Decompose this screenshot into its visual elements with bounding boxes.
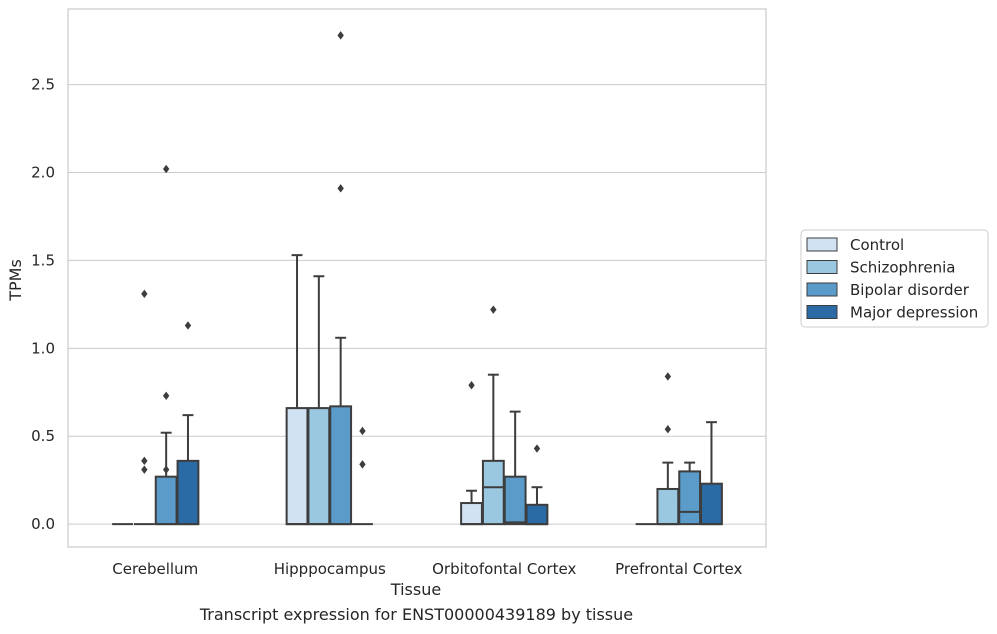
y-axis-label: TPMs [6, 259, 25, 302]
box-body [678, 470, 702, 526]
box-body [307, 407, 331, 526]
box-bipolar-disorder [503, 410, 527, 526]
x-axis-label: Tissue [390, 580, 441, 599]
outlier-point [359, 460, 366, 469]
legend: Control Schizophrenia Bipolar disorder Majo… [800, 229, 989, 328]
x-tick-label: Prefrontal Cortex [615, 560, 742, 578]
box-major-depression [700, 421, 723, 526]
box-series [112, 31, 723, 526]
outlier-point [162, 465, 170, 474]
outlier-point [664, 425, 672, 434]
y-tick-label: 2.0 [31, 164, 55, 182]
box-body [700, 482, 723, 526]
legend-label: Schizophrenia [850, 259, 955, 277]
y-axis-ticks: 0.0 0.5 1.0 1.5 2.0 2.5 [31, 76, 55, 534]
box-bipolar-disorder [154, 164, 178, 526]
legend-label: Major depression [850, 304, 978, 322]
outlier-point [664, 372, 672, 381]
box-control [285, 254, 309, 526]
plot-border [67, 8, 767, 548]
y-tick-label: 0.0 [31, 515, 55, 533]
x-tick-label: Hipppocampus [274, 560, 386, 578]
outlier-point [359, 426, 366, 436]
outlier-point [162, 391, 170, 400]
legend-swatch [806, 305, 838, 319]
y-tick-label: 1.5 [31, 251, 55, 269]
outlier-point [141, 289, 148, 299]
outlier-point [184, 321, 192, 330]
box-schizophrenia [307, 275, 331, 526]
outlier-point [468, 381, 475, 390]
figure-caption: Transcript expression for ENST0000043918… [199, 605, 634, 624]
y-tick-label: 2.5 [31, 76, 55, 94]
outlier-point [141, 456, 148, 466]
outlier-point [337, 31, 344, 40]
box-control [460, 381, 483, 526]
legend-swatch [806, 237, 838, 252]
outlier-point [141, 465, 148, 474]
x-axis-ticks: Cerebellum Hipppocampus Orbitofontal Corte… [112, 560, 742, 578]
box-body [285, 407, 309, 526]
legend-label: Control [850, 236, 904, 254]
box-bipolar-disorder [678, 461, 702, 526]
box-major-depression [352, 426, 373, 526]
x-tick-label: Orbitofontal Cortex [432, 560, 576, 578]
box-body [656, 487, 680, 526]
legend-frame [800, 229, 989, 328]
box-body [329, 405, 353, 526]
plot-frame [67, 8, 767, 548]
outlier-point [533, 444, 541, 453]
outlier-point [162, 164, 170, 174]
box-schizophrenia [481, 305, 505, 526]
box-schizophrenia [656, 372, 680, 526]
y-tick-label: 0.5 [31, 427, 55, 445]
box-schizophrenia [133, 289, 155, 526]
legend-label: Bipolar disorder [850, 281, 970, 299]
outlier-point [490, 305, 497, 314]
box-bipolar-disorder [329, 31, 353, 526]
gridlines [68, 84, 766, 525]
box-body [460, 502, 483, 526]
box-body [176, 459, 200, 526]
box-major-depression [525, 444, 549, 526]
legend-swatch [806, 282, 838, 297]
box-body [525, 503, 549, 526]
outlier-point [337, 184, 344, 193]
x-tick-label: Cerebellum [112, 560, 198, 578]
y-tick-label: 1.0 [31, 339, 55, 357]
legend-swatch [806, 260, 838, 274]
box-body [503, 475, 527, 526]
box-body [481, 459, 505, 526]
box-body [154, 475, 178, 526]
box-major-depression [176, 321, 200, 526]
